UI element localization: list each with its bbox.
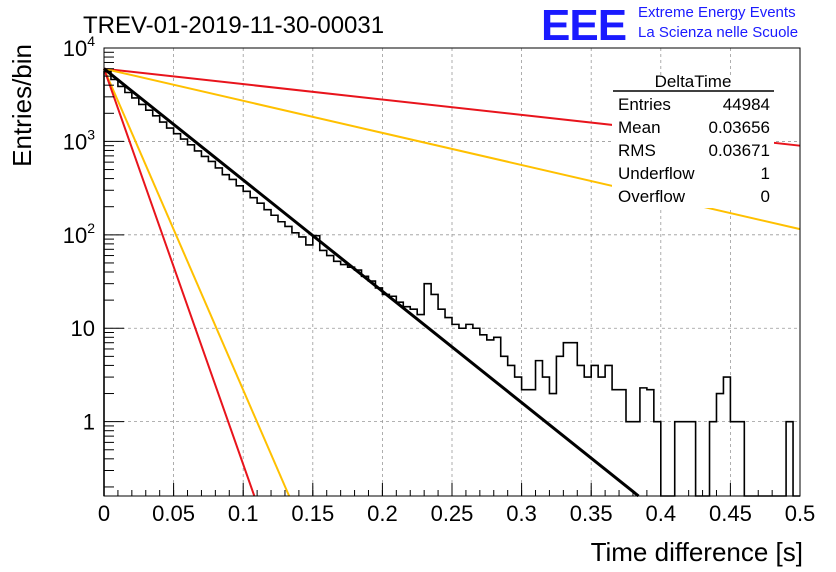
stats-value-overflow: 0 <box>761 187 770 206</box>
stats-value-mean: 0.03656 <box>709 118 770 137</box>
x-tick-label: 0 <box>98 501 110 526</box>
x-tick-label: 0.45 <box>709 501 752 526</box>
x-tick-label: 0.4 <box>646 501 677 526</box>
y-tick-label: 103 <box>63 126 95 154</box>
stats-label-rms: RMS <box>618 141 656 160</box>
stats-box: DeltaTime Entries 44984 Mean 0.03656 RMS… <box>612 72 774 208</box>
stats-label-entries: Entries <box>618 95 671 114</box>
y-tick-labels: 1 10 102 103 104 <box>63 33 95 435</box>
logo-line-1: Extreme Energy Events <box>638 4 796 21</box>
y-tick-label: 102 <box>63 220 95 248</box>
logo-mark: EEE <box>541 1 626 50</box>
stats-label-mean: Mean <box>618 118 661 137</box>
stats-label-overflow: Overflow <box>618 187 686 206</box>
x-tick-label: 0.35 <box>570 501 613 526</box>
x-tick-label: 0.3 <box>506 501 537 526</box>
fit-line-group <box>103 67 640 498</box>
x-tick-label: 0.1 <box>228 501 259 526</box>
y-axis-title: Entries/bin <box>7 44 37 167</box>
stats-value-entries: 44984 <box>723 95 770 114</box>
x-tick-label: 0.05 <box>152 501 195 526</box>
stats-value-underflow: 1 <box>761 164 770 183</box>
x-tick-label: 0.25 <box>431 501 474 526</box>
grid-lines <box>104 48 800 496</box>
x-axis-title: Time difference [s] <box>591 537 803 567</box>
stats-title: DeltaTime <box>655 72 732 91</box>
y-tick-label: 104 <box>63 33 95 61</box>
reference-line <box>103 68 256 497</box>
y-tick-label: 10 <box>71 316 95 341</box>
exponential-fit-line <box>103 67 640 498</box>
x-tick-label: 0.15 <box>291 501 334 526</box>
logo-line-2: La Scienza nelle Scuole <box>638 24 798 41</box>
histogram <box>103 70 800 497</box>
reference-line <box>103 68 291 497</box>
x-tick-label: 0.5 <box>785 501 816 526</box>
stats-value-rms: 0.03671 <box>709 141 770 160</box>
histogram-outline <box>103 70 800 497</box>
run-title: TREV-01-2019-11-30-00031 <box>83 12 384 39</box>
stats-box-background <box>612 76 774 208</box>
x-tick-labels: 0 0.05 0.1 0.15 0.2 0.25 0.3 0.35 0.4 0.45 0.5 <box>98 501 815 526</box>
axis-ticks <box>103 47 801 496</box>
eee-logo: EEE Extreme Energy Events La Scienza nel… <box>541 1 798 50</box>
x-tick-label: 0.2 <box>367 501 398 526</box>
stats-label-underflow: Underflow <box>618 164 695 183</box>
y-tick-label: 1 <box>83 410 95 435</box>
